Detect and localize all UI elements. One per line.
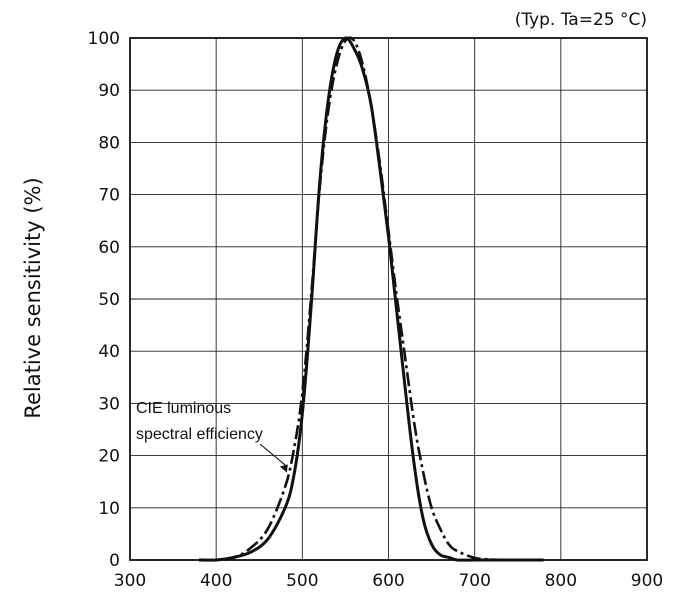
y-tick-label: 60 <box>98 238 120 258</box>
annotation-text: CIE luminous <box>136 400 231 417</box>
y-tick-label: 0 <box>109 551 120 571</box>
y-tick-label: 20 <box>98 447 120 467</box>
y-tick-label: 90 <box>98 81 120 101</box>
x-tick-label: 600 <box>372 571 404 591</box>
annotation-text: spectral efficiency <box>136 426 263 443</box>
y-tick-label: 40 <box>98 342 120 362</box>
tick-labels: 300 400 500 600 700 800 900 0 10 20 30 40 50 60 70 80 90… <box>88 29 664 591</box>
x-tick-label: 400 <box>200 571 232 591</box>
annotation-arrowhead <box>279 464 288 473</box>
x-tick-label: 900 <box>631 571 663 591</box>
x-tick-label: 700 <box>458 571 490 591</box>
annotation-group: CIE luminous spectral efficiency <box>136 400 288 473</box>
x-tick-label: 800 <box>545 571 577 591</box>
y-axis-label: Relative sensitivity (%) <box>21 177 45 418</box>
x-tick-label: 300 <box>114 571 146 591</box>
condition-note: (Typ. Ta=25 °C) <box>515 10 647 30</box>
plot-frame <box>129 37 648 561</box>
y-tick-label: 100 <box>88 29 120 49</box>
series-group <box>198 36 544 562</box>
y-tick-label: 10 <box>98 499 120 519</box>
y-tick-label: 50 <box>98 290 120 310</box>
x-tick-label: 500 <box>286 571 318 591</box>
y-tick-label: 30 <box>98 394 120 414</box>
y-tick-label: 80 <box>98 133 120 153</box>
grid-lines <box>129 37 648 561</box>
y-tick-label: 70 <box>98 186 120 206</box>
cie-luminous-efficiency-line <box>198 36 544 562</box>
sensor-sensitivity-line <box>198 36 544 562</box>
annotation-leader <box>259 443 288 467</box>
